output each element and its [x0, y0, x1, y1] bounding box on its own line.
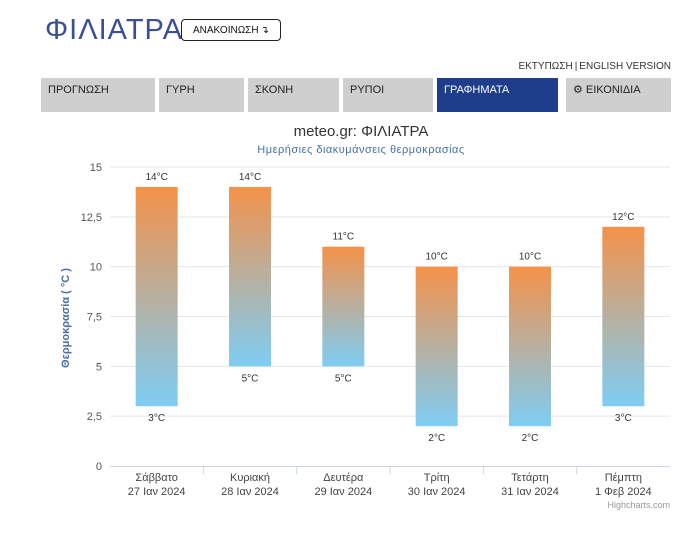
- gear-icon: ⚙: [573, 84, 583, 96]
- x-tick-day: Τρίτη: [424, 472, 450, 484]
- high-label: 10°C: [519, 252, 541, 263]
- temperature-chart: meteo.gr: ΦΙΛΙΑΤΡΑ Ημερήσιες διακυμάνσει…: [60, 123, 670, 510]
- y-tick-label: 5: [96, 361, 102, 373]
- x-tick-date: 30 Ιαν 2024: [408, 486, 466, 498]
- y-tick-label: 12,5: [81, 212, 102, 224]
- announcement-button[interactable]: ΑΝΑΚΟΙΝΩΣΗ ↴: [181, 19, 281, 41]
- x-tick-day: Κυριακή: [230, 472, 270, 484]
- low-label: 5°C: [242, 373, 259, 384]
- tab-label: ΣΚΟΝΗ: [255, 84, 294, 96]
- high-label: 12°C: [612, 212, 634, 223]
- credits-link[interactable]: Highcharts.com: [607, 500, 670, 510]
- tab-label: ΕΙΚΟΝΙΔΙΑ: [585, 84, 641, 96]
- x-tick-date: 29 Ιαν 2024: [314, 486, 372, 498]
- y-tick-label: 15: [90, 162, 102, 174]
- tab-3[interactable]: ΣΚΟΝΗ: [248, 78, 339, 112]
- y-axis-label: Θερμοκρασία ( °C ): [60, 268, 72, 368]
- temperature-bar[interactable]: [322, 246, 365, 367]
- high-label: 11°C: [333, 232, 355, 243]
- tab-1[interactable]: ΠΡΟΓΝΩΣΗ: [41, 78, 155, 112]
- x-tick-date: 1 Φεβ 2024: [595, 486, 652, 498]
- top-links: ΕΚΤΥΠΩΣΗ | ENGLISH VERSION: [518, 61, 671, 72]
- chart-subtitle: Ημερήσιες διακυμάνσεις θερμοκρασίας: [257, 144, 464, 156]
- temperature-bar[interactable]: [602, 226, 645, 407]
- tab-4[interactable]: ΡΥΠΟΙ: [343, 78, 433, 112]
- temperature-bar[interactable]: [229, 186, 271, 367]
- x-tick-day: Τετάρτη: [511, 472, 549, 484]
- tab-5[interactable]: ΓΡΑΦΗΜΑΤΑ: [437, 78, 558, 112]
- low-label: 2°C: [428, 433, 445, 444]
- print-link[interactable]: ΕΚΤΥΠΩΣΗ: [518, 61, 573, 72]
- x-tick-date: 31 Ιαν 2024: [501, 486, 559, 498]
- chart-title: meteo.gr: ΦΙΛΙΑΤΡΑ: [294, 123, 429, 140]
- tab-label: ΓΥΡΗ: [166, 84, 195, 96]
- low-label: 5°C: [335, 373, 352, 384]
- x-tick-date: 27 Ιαν 2024: [128, 486, 186, 498]
- tab-label: ΡΥΠΟΙ: [350, 84, 385, 96]
- announcement-label: ΑΝΑΚΟΙΝΩΣΗ: [193, 25, 259, 36]
- temperature-bar[interactable]: [415, 266, 458, 427]
- y-tick-label: 0: [96, 461, 102, 473]
- tab-label: ΠΡΟΓΝΩΣΗ: [48, 84, 109, 96]
- high-label: 14°C: [145, 172, 167, 183]
- x-tick-day: Δευτέρα: [323, 472, 364, 484]
- tab-2[interactable]: ΓΥΡΗ: [159, 78, 244, 112]
- low-label: 3°C: [148, 413, 165, 424]
- tab-6[interactable]: ⚙ ΕΙΚΟΝΙΔΙΑ: [566, 78, 671, 112]
- y-tick-label: 7,5: [87, 312, 102, 324]
- high-label: 10°C: [425, 252, 447, 263]
- high-label: 14°C: [239, 172, 261, 183]
- x-tick-day: Σάββατο: [135, 472, 177, 484]
- x-tick-day: Πέμπτη: [605, 472, 642, 484]
- low-label: 2°C: [522, 433, 539, 444]
- y-tick-label: 10: [90, 262, 102, 274]
- links-separator: |: [574, 61, 578, 72]
- x-tick-date: 28 Ιαν 2024: [221, 486, 279, 498]
- temperature-bar[interactable]: [135, 186, 178, 407]
- page-title: ΦΙΛΙΑΤΡΑ: [45, 14, 184, 46]
- tab-label: ΓΡΑΦΗΜΑΤΑ: [444, 84, 510, 96]
- temperature-bar[interactable]: [509, 266, 551, 427]
- arrow-down-icon: ↴: [260, 25, 269, 36]
- low-label: 3°C: [615, 413, 632, 424]
- y-tick-label: 2,5: [87, 411, 102, 423]
- english-version-link[interactable]: ENGLISH VERSION: [579, 61, 671, 72]
